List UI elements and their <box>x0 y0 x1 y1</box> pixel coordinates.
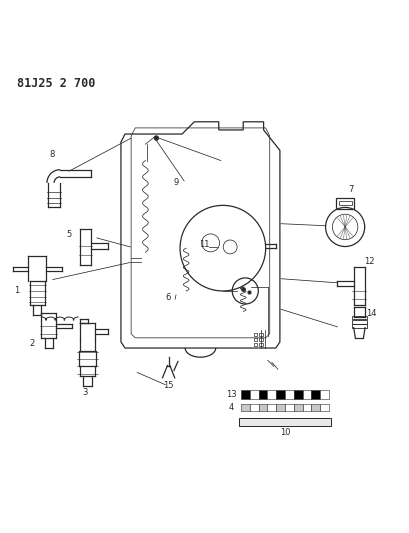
Bar <box>267 390 276 399</box>
Text: 7: 7 <box>348 184 354 193</box>
Text: 8: 8 <box>49 150 55 159</box>
Text: 13: 13 <box>226 390 236 399</box>
Bar <box>267 404 276 411</box>
Bar <box>320 404 329 411</box>
Bar <box>352 320 367 324</box>
Text: 10: 10 <box>280 428 290 437</box>
Bar <box>352 316 367 319</box>
Text: 14: 14 <box>366 309 377 318</box>
Text: 2: 2 <box>30 340 35 349</box>
Bar <box>285 404 294 411</box>
Bar <box>294 404 303 411</box>
Bar <box>254 343 258 346</box>
Bar <box>250 390 259 399</box>
Bar <box>241 404 250 411</box>
Bar <box>239 418 331 426</box>
Bar <box>276 390 285 399</box>
Text: 4: 4 <box>228 403 234 412</box>
Bar <box>259 333 263 336</box>
Bar <box>303 390 311 399</box>
Bar <box>285 390 294 399</box>
Text: 3: 3 <box>83 387 88 397</box>
Bar <box>259 404 267 411</box>
Bar <box>259 390 267 399</box>
Bar <box>352 325 367 328</box>
Text: 5: 5 <box>67 230 72 239</box>
Bar <box>311 390 320 399</box>
Bar <box>250 404 259 411</box>
Bar <box>303 404 311 411</box>
Text: 81J25 2 700: 81J25 2 700 <box>17 77 95 90</box>
Bar <box>336 198 354 209</box>
Bar <box>311 404 320 411</box>
Bar <box>259 338 263 341</box>
Text: 9: 9 <box>173 179 179 188</box>
Bar <box>339 201 352 205</box>
Circle shape <box>154 136 159 141</box>
Bar <box>254 338 258 341</box>
Bar <box>320 390 329 399</box>
Text: 11: 11 <box>199 239 210 248</box>
Bar <box>259 343 263 346</box>
Text: 6: 6 <box>165 293 171 302</box>
Bar <box>254 333 258 336</box>
Bar <box>241 390 250 399</box>
Text: 1: 1 <box>14 286 20 295</box>
Text: 12: 12 <box>364 257 375 266</box>
Text: 15: 15 <box>163 381 174 390</box>
Bar <box>294 390 303 399</box>
Bar <box>276 404 285 411</box>
